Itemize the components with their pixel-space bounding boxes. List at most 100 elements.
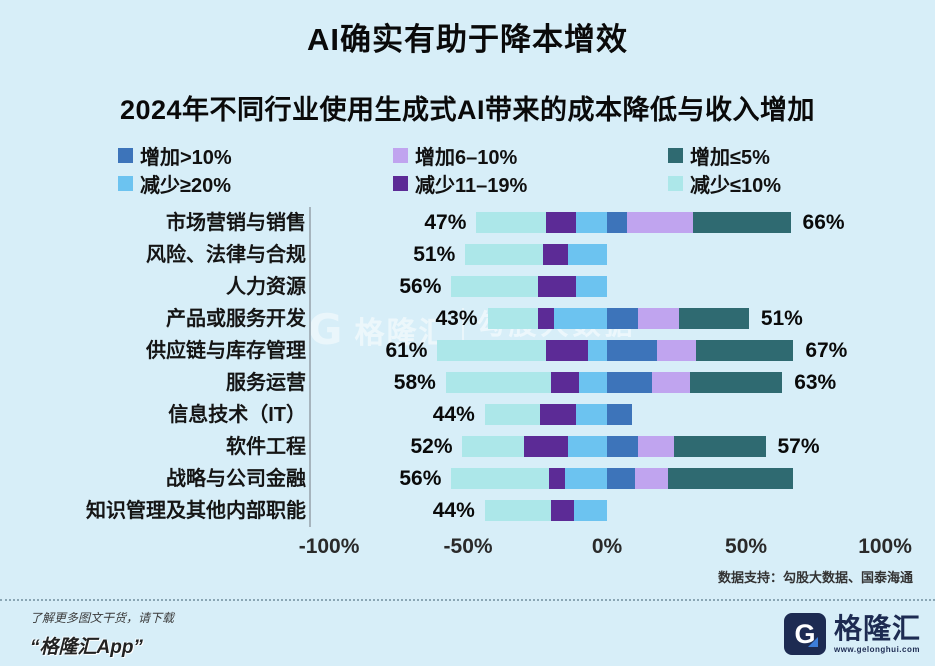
bar-segment-dec_11_19 xyxy=(537,276,577,297)
bar-segment-inc_le5 xyxy=(696,340,794,361)
footer-promo-line1: 了解更多图文干货，请下载 xyxy=(30,611,175,625)
legend-label: 增加6–10% xyxy=(415,146,518,169)
legend-swatch-inc_le5 xyxy=(668,147,683,163)
decrease-total-label: 43% xyxy=(435,307,478,330)
bar-segment-inc_gt10 xyxy=(607,372,652,393)
gelonghui-brand: 格隆汇 xyxy=(833,612,921,644)
increase-total-label: 57% xyxy=(777,435,820,458)
bar-segment-dec_ge20 xyxy=(587,340,608,361)
bar-plot: 43% 51% xyxy=(309,303,915,335)
bar-segment-inc_le5 xyxy=(679,308,749,329)
zero-axis-line xyxy=(309,271,311,303)
increase-total-label: 67% xyxy=(805,339,848,362)
zero-axis-line xyxy=(309,399,311,431)
decrease-total-label: 56% xyxy=(399,467,442,490)
bar-segment-inc_le5 xyxy=(673,436,766,457)
bar-segment-dec_11_19 xyxy=(551,500,574,521)
page-title: AI确实有助于降本增效 xyxy=(307,22,628,57)
bar-segment-dec_ge20 xyxy=(576,212,608,233)
chart-row: 人力资源 56% xyxy=(20,271,915,303)
decrease-total-label: 56% xyxy=(399,275,442,298)
bar-segment-inc_le5 xyxy=(668,468,794,489)
bar-segment-inc_gt10 xyxy=(607,340,658,361)
zero-axis-line xyxy=(309,367,311,399)
increase-total-label: 63% xyxy=(794,371,837,394)
bar-plot: 61% 67% xyxy=(309,335,915,367)
legend-swatch-dec_ge20 xyxy=(118,175,133,191)
bar-segment-inc_gt10 xyxy=(607,212,627,233)
bar-segment-dec_11_19 xyxy=(540,404,577,425)
footer-promo-line2: “格隆汇App” xyxy=(30,637,143,658)
bar-segment-dec_le10 xyxy=(476,212,546,233)
decrease-total-label: 44% xyxy=(432,403,475,426)
legend-swatch-inc_6_10 xyxy=(393,147,408,163)
legend-item: 增加≤5% xyxy=(668,141,935,169)
chart-row: 战略与公司金融 56% xyxy=(20,463,915,495)
chart-row: 产品或服务开发 43% 51% xyxy=(20,303,915,335)
bar-segment-dec_ge20 xyxy=(573,500,608,521)
bar-plot: 51% xyxy=(309,239,915,271)
chart-row: 供应链与库存管理 61% 67% xyxy=(20,335,915,367)
legend-swatch-inc_gt10 xyxy=(118,147,133,163)
bar-segment-dec_le10 xyxy=(487,308,538,329)
legend-swatch-dec_11_19 xyxy=(393,175,408,191)
x-axis-ticks: -100% -50% 0% 50% 100% xyxy=(299,529,915,565)
bar-segment-dec_ge20 xyxy=(579,372,608,393)
chart-row: 服务运营 58% 63% xyxy=(20,367,915,399)
legend-item: 增加6–10% xyxy=(393,141,668,169)
bar-plot: 47% 66% xyxy=(309,207,915,239)
bar-segment-inc_le5 xyxy=(690,372,783,393)
decrease-total-label: 51% xyxy=(413,243,456,266)
bar-segment-inc_gt10 xyxy=(607,404,633,425)
bar-segment-dec_le10 xyxy=(484,404,541,425)
bar-segment-dec_le10 xyxy=(445,372,552,393)
category-label: 风险、法律与合规 xyxy=(146,244,306,266)
chart-row: 软件工程 52% 57% xyxy=(20,431,915,463)
bar-segment-dec_11_19 xyxy=(545,340,588,361)
bar-segment-dec_le10 xyxy=(462,436,524,457)
bar-segment-inc_6_10 xyxy=(657,340,696,361)
zero-axis-line xyxy=(309,495,311,527)
x-tick-label: -100% xyxy=(298,535,360,558)
bar-segment-dec_ge20 xyxy=(568,244,608,265)
category-label: 服务运营 xyxy=(226,372,306,394)
bar-segment-inc_gt10 xyxy=(607,436,638,457)
x-tick-label: -50% xyxy=(443,535,493,558)
bar-segment-dec_ge20 xyxy=(568,436,608,457)
bar-segment-inc_6_10 xyxy=(637,308,680,329)
bar-segment-dec_ge20 xyxy=(576,276,608,297)
bar-plot: 44% xyxy=(309,495,915,527)
zero-axis-line xyxy=(309,239,311,271)
bar-segment-dec_le10 xyxy=(451,276,538,297)
chart-card: 2024年不同行业使用生成式AI带来的成本降低与收入增加 增加>10% 增加6–1… xyxy=(0,88,935,587)
category-label: 产品或服务开发 xyxy=(166,308,306,330)
gelonghui-logo: G 格隆汇 www.gelonghui.com xyxy=(783,612,921,655)
bar-segment-inc_6_10 xyxy=(626,212,694,233)
footer: 了解更多图文干货，请下载 “格隆汇App” G 格隆汇 www.gelonghu… xyxy=(0,601,935,659)
decrease-total-label: 44% xyxy=(432,499,475,522)
decrease-total-label: 61% xyxy=(385,339,428,362)
bar-segment-inc_gt10 xyxy=(607,468,635,489)
footer-promo: 了解更多图文干货，请下载 “格隆汇App” xyxy=(30,609,174,659)
x-tick-label: 100% xyxy=(858,535,912,558)
legend-label: 减少≥20% xyxy=(140,174,232,197)
zero-axis-line xyxy=(309,207,311,239)
zero-axis-line xyxy=(309,335,311,367)
gelonghui-url: www.gelonghui.com xyxy=(833,644,920,654)
bar-segment-inc_gt10 xyxy=(607,308,638,329)
category-label: 软件工程 xyxy=(226,436,306,458)
bar-segment-dec_11_19 xyxy=(551,372,580,393)
x-tick-label: 0% xyxy=(591,535,623,558)
legend-item: 减少≥20% xyxy=(118,169,393,197)
bar-plot: 56% xyxy=(309,463,915,495)
chart-legend: 增加>10% 增加6–10% 增加≤5% 减少≥20% 减少11–19% 减少≤10% xyxy=(118,141,915,197)
chart-row: 市场营销与销售 47% 66% xyxy=(20,207,915,239)
chart-row: 信息技术（IT） 44% xyxy=(20,399,915,431)
chart-row: 风险、法律与合规 51% xyxy=(20,239,915,271)
bar-segment-dec_11_19 xyxy=(543,244,569,265)
bar-segment-dec_le10 xyxy=(451,468,549,489)
decrease-total-label: 52% xyxy=(410,435,453,458)
category-label: 供应链与库存管理 xyxy=(146,340,306,362)
legend-item: 减少11–19% xyxy=(393,169,668,197)
